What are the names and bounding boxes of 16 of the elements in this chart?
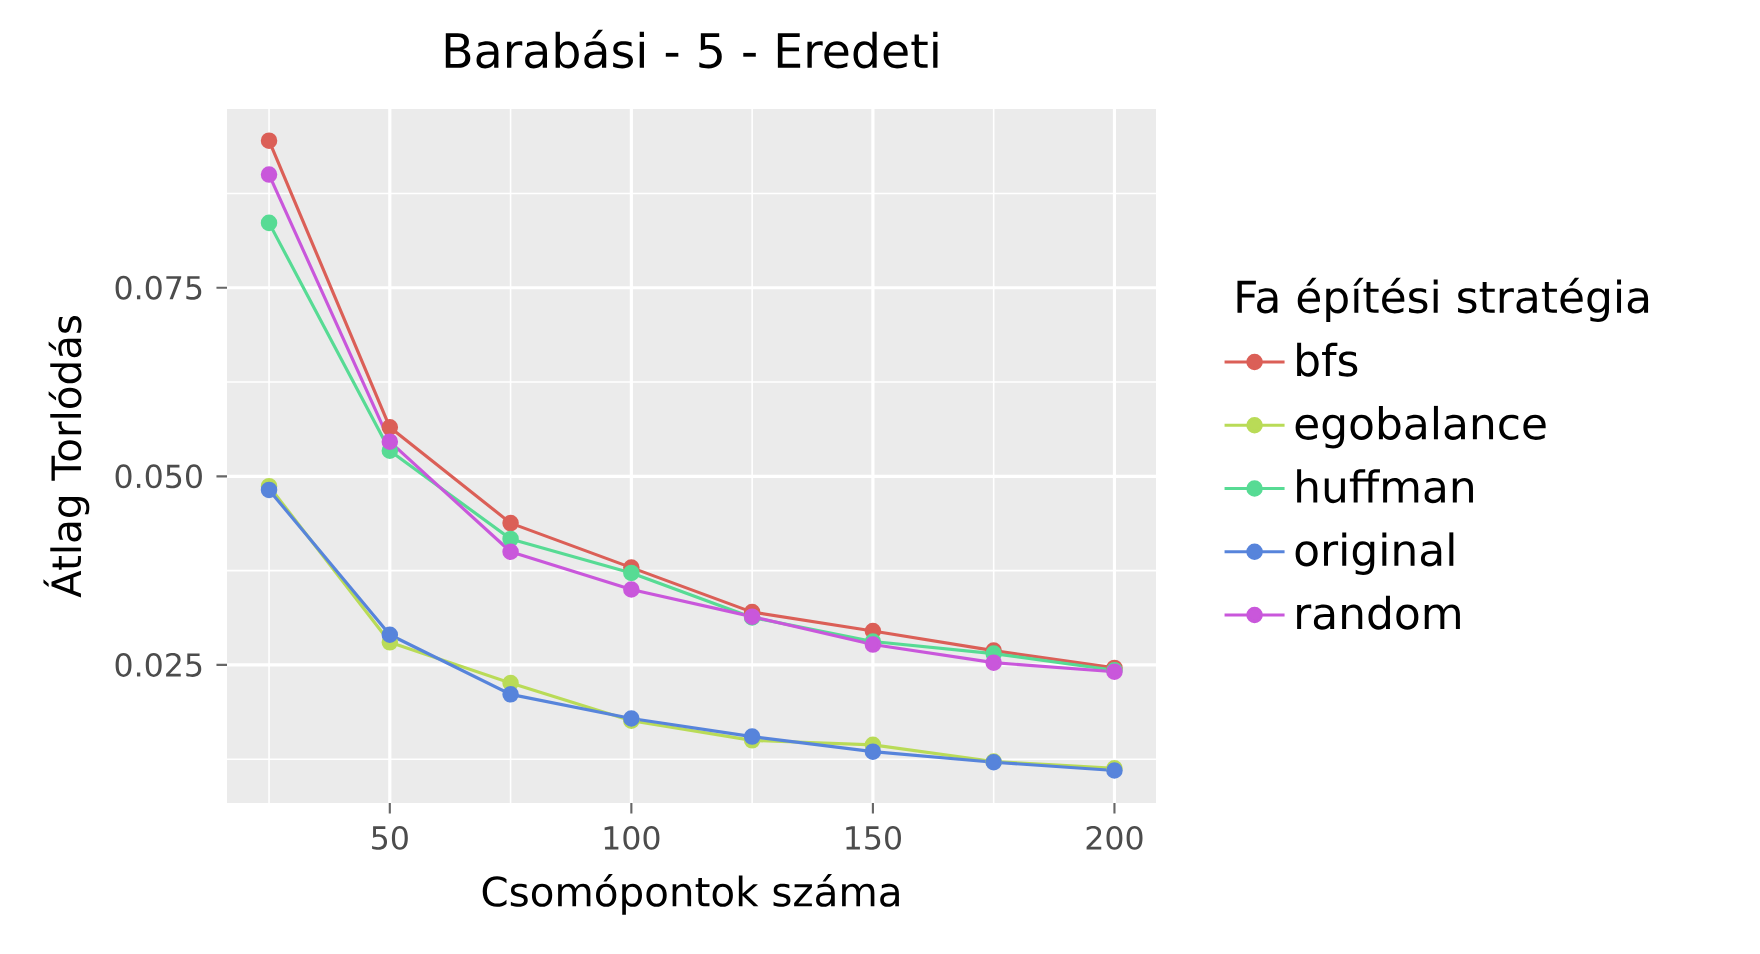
y-tick-label: 0.050 [115, 464, 202, 489]
x-axis-title: Csomópontok száma [482, 874, 899, 915]
legend-label: original [1295, 532, 1454, 575]
legend-title: Fa építési stratégia [1237, 277, 1649, 322]
x-tick-label: 50 [372, 825, 408, 850]
x-tick-label: 200 [1086, 825, 1143, 850]
chart-title: Barabási - 5 - Eredeti [445, 29, 938, 69]
y-tick-label: 0.025 [115, 652, 202, 677]
x-tick-label: 100 [604, 825, 660, 850]
legend-label: huffman [1297, 469, 1473, 504]
legend-label: egobalance [1295, 405, 1546, 449]
x-tick-label: 150 [846, 825, 901, 850]
y-tick-label: 0.075 [115, 275, 202, 300]
y-axis-title: Átlag Torlódás [43, 315, 90, 598]
legend-label: random [1297, 595, 1460, 630]
legend-label: bfs [1297, 342, 1358, 377]
